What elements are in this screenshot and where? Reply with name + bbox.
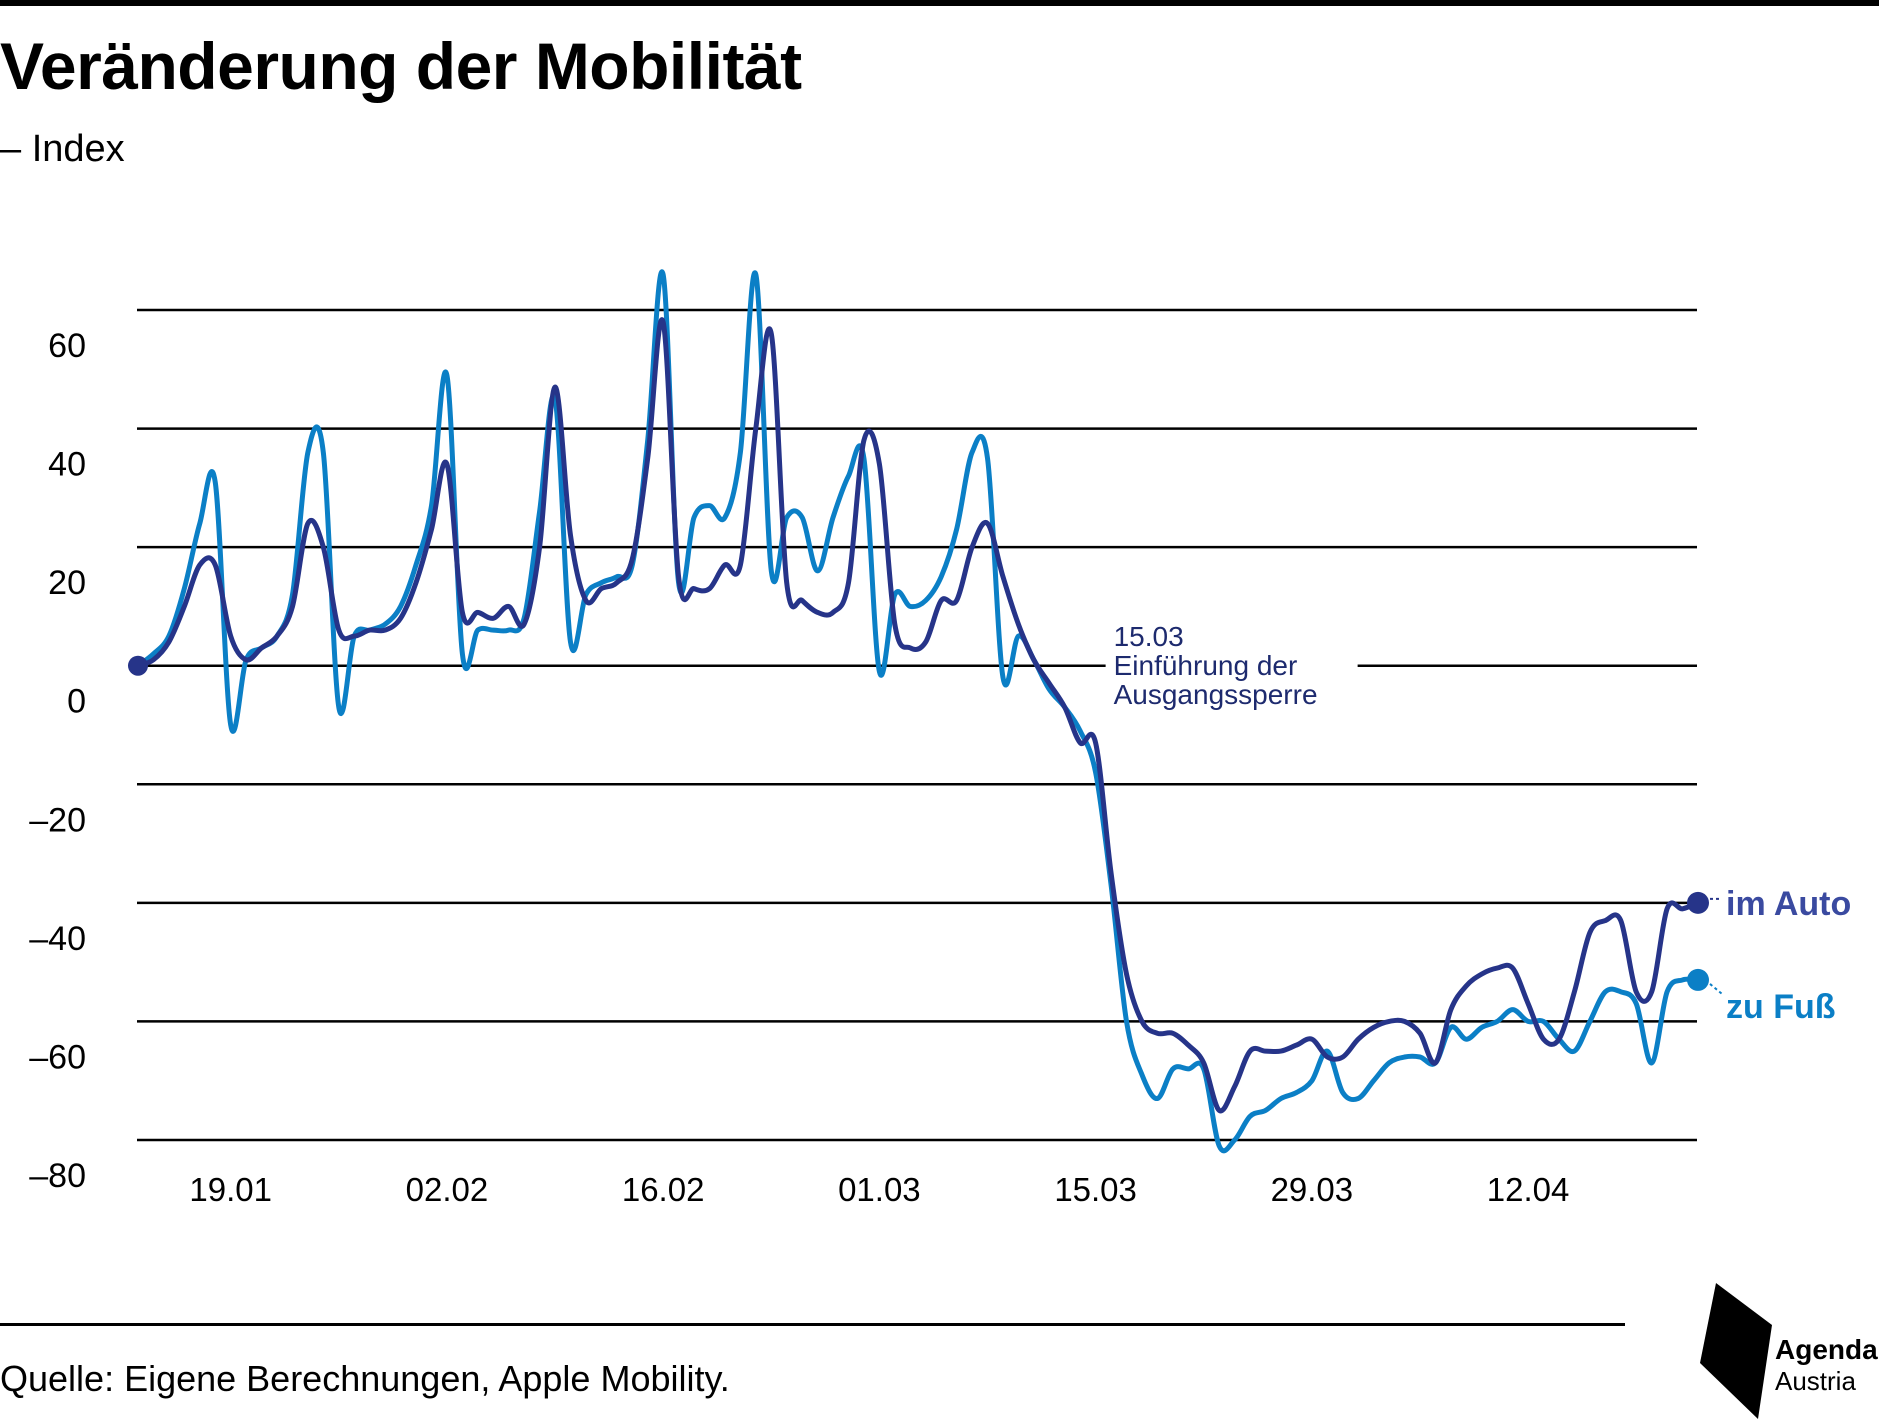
x-tick-label: 02.02 xyxy=(406,1171,489,1208)
x-tick-label: 19.01 xyxy=(189,1171,272,1208)
annotation-background xyxy=(1105,615,1358,715)
series-label-zu-fuss: zu Fuß xyxy=(1726,988,1836,1026)
x-tick-label: 01.03 xyxy=(838,1171,921,1208)
top-rule xyxy=(0,0,1879,6)
annotation-text: Einführung der xyxy=(1114,650,1298,681)
logo-shape xyxy=(1700,1283,1772,1419)
logo-text-agenda: Agenda xyxy=(1775,1334,1878,1365)
bottom-rule xyxy=(0,1323,1625,1326)
series-start-point xyxy=(128,655,148,676)
y-tick-label: 0 xyxy=(67,683,86,721)
line-chart: 60 40 20 0 –20 –40 –60 –80 19.01 02.02 16.02 01.03 1… xyxy=(29,269,1851,1208)
end-point-zu-fuss xyxy=(1687,968,1709,991)
y-tick-label: –40 xyxy=(29,920,86,958)
y-tick-label: –20 xyxy=(29,801,86,839)
annotation-text: Ausgangssperre xyxy=(1114,679,1318,710)
logo-text-austria: Austria xyxy=(1775,1366,1856,1396)
y-tick-label: 40 xyxy=(48,446,86,484)
end-point-im-auto xyxy=(1687,891,1709,914)
chart-title: Veränderung der Mobilität xyxy=(0,29,802,103)
x-tick-label: 15.03 xyxy=(1054,1171,1137,1208)
x-tick-label: 12.04 xyxy=(1487,1171,1570,1208)
series-line-zu-fuss xyxy=(135,269,1701,1154)
series-label-connector xyxy=(1709,983,1723,995)
x-tick-label: 16.02 xyxy=(622,1171,705,1208)
agenda-austria-logo xyxy=(1700,1283,1772,1419)
series-line-im-auto xyxy=(135,317,1701,1114)
chart-subtitle: – Index xyxy=(0,128,125,170)
source-note: Quelle: Eigene Berechnungen, Apple Mobil… xyxy=(0,1358,730,1399)
x-tick-label: 29.03 xyxy=(1271,1171,1354,1208)
y-tick-label: 20 xyxy=(48,564,86,602)
annotation-text: 15.03 xyxy=(1114,621,1184,652)
y-tick-label: –60 xyxy=(29,1038,86,1076)
y-tick-label: –80 xyxy=(29,1157,86,1195)
series-label-im-auto: im Auto xyxy=(1726,885,1851,923)
y-tick-label: 60 xyxy=(48,327,86,365)
